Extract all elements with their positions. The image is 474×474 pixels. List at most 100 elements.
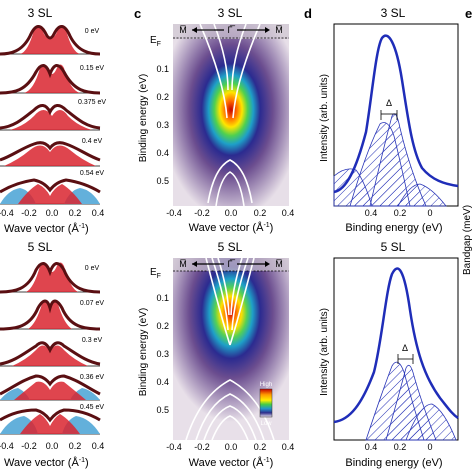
arpes-bottom-title: 5 SL bbox=[218, 240, 243, 254]
panel-letter-c: c bbox=[134, 6, 141, 21]
mdc-bottom-curves bbox=[0, 262, 101, 435]
edc-top-gap-symbol: Δ bbox=[386, 98, 392, 108]
mdc-bottom-xtick-1: -0.2 bbox=[21, 441, 37, 451]
mdc-bottom-energy-3: 0.36 eV bbox=[80, 374, 104, 381]
edc-bottom-gap-marker: Δ bbox=[397, 343, 414, 364]
arpes-bottom-xtick-0: -0.4 bbox=[166, 442, 182, 452]
arpes-bottom-symmetry: M̅ Γ̅ M̅ bbox=[179, 259, 283, 269]
edc-bottom-gap-symbol: Δ bbox=[402, 343, 408, 353]
mdc-bottom-energy-labels: 0 eV 0.07 eV 0.3 eV 0.36 eV 0.45 eV bbox=[80, 265, 104, 411]
mdc-top-energy-1: 0.15 eV bbox=[80, 65, 104, 72]
edc-panel-top: 3 SL Δ Intensity (arb. units) 0.4 0.2 0 … bbox=[319, 6, 459, 234]
mdc-top-xtick-0: -0.4 bbox=[0, 208, 14, 218]
colorbar-high-label: High bbox=[260, 382, 272, 388]
colorbar: High Low bbox=[259, 382, 273, 427]
arpes-bottom-ytick-3: 0.4 bbox=[156, 377, 169, 387]
arpes-bottom-xtick-1: -0.2 bbox=[194, 442, 210, 452]
arpes-top-xtick-2: 0.0 bbox=[225, 208, 238, 218]
mdc-bottom-energy-1: 0.07 eV bbox=[80, 300, 104, 307]
mdc-top-xtick-2: 0.0 bbox=[46, 208, 59, 218]
arpes-bottom-ylabel: Binding energy (eV) bbox=[138, 308, 149, 396]
edc-bottom-title: 5 SL bbox=[381, 240, 406, 254]
arpes-top-xtick-0: -0.4 bbox=[166, 208, 182, 218]
mdc-top-energy-0: 0 eV bbox=[85, 28, 100, 35]
arpes-bottom-yaxis: 0.1 0.2 0.3 0.4 0.5 Binding energy (eV) bbox=[138, 293, 169, 415]
panel-letter-d: d bbox=[304, 6, 312, 21]
arpes-top-ylabel: Binding energy (eV) bbox=[138, 74, 149, 162]
edc-top-xtick-2: 0 bbox=[427, 208, 432, 218]
edc-top-gap-marker: Δ bbox=[380, 98, 398, 120]
arpes-bottom-sym-center: Γ̅ bbox=[228, 259, 236, 269]
arpes-bottom-xtick-4: 0.4 bbox=[282, 442, 295, 452]
mdc-top-energy-2: 0.375 eV bbox=[78, 99, 106, 106]
bandgap-ylabel: Bandgap (meV) bbox=[462, 205, 473, 275]
mdc-top-energy-labels: 0 eV 0.15 eV 0.375 eV 0.4 eV 0.54 eV bbox=[78, 28, 106, 177]
mdc-top-xtick-3: 0.2 bbox=[69, 208, 82, 218]
arpes-top-sym-left: M̅ bbox=[179, 25, 187, 35]
arpes-bottom-sym-right: M̅ bbox=[275, 259, 283, 269]
mdc-top-energy-3: 0.4 eV bbox=[82, 138, 103, 145]
mdc-bottom-energy-0: 0 eV bbox=[85, 265, 100, 272]
mdc-top-xaxis: -0.4 -0.2 0.0 0.2 0.4 Wave vector (Å-1) bbox=[0, 208, 104, 235]
arpes-bottom-sym-left: M̅ bbox=[179, 259, 187, 269]
arpes-top-ytick-3: 0.4 bbox=[156, 148, 169, 158]
arpes-bottom-ytick-0: 0.1 bbox=[156, 293, 169, 303]
mdc-panel-top: 3 SL 0 eV 0.15 eV 0.375 eV 0.4 eV 0.54 e… bbox=[0, 6, 106, 235]
edc-bottom-xlabel: Binding energy (eV) bbox=[345, 457, 442, 469]
mdc-bottom-title: 5 SL bbox=[28, 240, 53, 254]
mdc-bottom-xtick-4: 0.4 bbox=[92, 441, 105, 451]
arpes-top-title: 3 SL bbox=[218, 6, 243, 20]
mdc-top-xtick-4: 0.4 bbox=[92, 208, 105, 218]
mdc-top-energy-4: 0.54 eV bbox=[80, 170, 104, 177]
arpes-bottom-bands bbox=[185, 257, 275, 441]
arpes-top-symmetry: M̅ Γ̅ M̅ bbox=[179, 25, 283, 35]
arpes-top-ytick-1: 0.2 bbox=[156, 92, 169, 102]
edc-panel-bottom: 5 SL Δ Intensity (arb. units) 0.4 0.2 0 … bbox=[319, 240, 459, 469]
arpes-bottom-xtick-3: 0.2 bbox=[254, 442, 267, 452]
arpes-bottom-ytick-2: 0.3 bbox=[156, 349, 169, 359]
edc-bottom-ylabel: Intensity (arb. units) bbox=[319, 308, 330, 396]
arpes-top-yaxis: 0.1 0.2 0.3 0.4 0.5 Binding energy (eV) bbox=[138, 64, 169, 186]
arpes-bottom-xtick-2: 0.0 bbox=[225, 442, 238, 452]
edc-top-ylabel: Intensity (arb. units) bbox=[319, 74, 330, 162]
edc-bottom-xtick-1: 0.2 bbox=[394, 442, 407, 452]
mdc-panel-bottom: 5 SL 0 eV 0.07 eV 0.3 eV 0.36 eV 0.45 eV bbox=[0, 240, 104, 469]
mdc-bottom-xlabel: Wave vector (Å-1) bbox=[4, 456, 89, 469]
edc-bottom-curve bbox=[333, 267, 459, 424]
arpes-top-xaxis: -0.4 -0.2 0.0 0.2 0.4 Wave vector (Å-1) bbox=[166, 208, 294, 234]
mdc-top-curves bbox=[0, 25, 101, 205]
mdc-bottom-xtick-0: -0.4 bbox=[0, 441, 14, 451]
arpes-top-xtick-3: 0.2 bbox=[254, 208, 267, 218]
arpes-top-sym-right: M̅ bbox=[275, 25, 283, 35]
colorbar-scale bbox=[259, 388, 273, 418]
mdc-top-title: 3 SL bbox=[28, 6, 53, 20]
edc-top-title: 3 SL bbox=[381, 6, 406, 20]
arpes-top-ytick-2: 0.3 bbox=[156, 120, 169, 130]
edc-top-xlabel: Binding energy (eV) bbox=[345, 222, 442, 234]
mdc-bottom-xtick-3: 0.2 bbox=[69, 441, 82, 451]
mdc-bottom-energy-4: 0.45 eV bbox=[80, 404, 104, 411]
arpes-top-map bbox=[173, 24, 289, 206]
panel-letter-e: e bbox=[465, 6, 472, 21]
arpes-top-xtick-1: -0.2 bbox=[194, 208, 210, 218]
colorbar-low-label: Low bbox=[260, 421, 272, 427]
arpes-top-sym-center: Γ̅ bbox=[228, 25, 236, 35]
arpes-bottom-xlabel: Wave vector (Å-1) bbox=[189, 456, 274, 469]
edc-top-xtick-1: 0.2 bbox=[394, 208, 407, 218]
mdc-top-xlabel: Wave vector (Å-1) bbox=[4, 222, 89, 235]
arpes-panel-top: 3 SL M̅ Γ̅ M̅ EF 0.1 0.2 0.3 0.4 0.5 Bi bbox=[138, 6, 294, 234]
edc-bottom-xtick-0: 0.4 bbox=[365, 442, 378, 452]
mdc-bottom-xtick-2: 0.0 bbox=[46, 441, 59, 451]
arpes-bottom-ef-label: EF bbox=[150, 267, 161, 280]
mdc-bottom-energy-2: 0.3 eV bbox=[82, 337, 103, 344]
arpes-top-ef-label: EF bbox=[150, 35, 161, 48]
edc-bottom-xtick-2: 0 bbox=[427, 442, 432, 452]
mdc-bottom-xaxis: -0.4 -0.2 0.0 0.2 0.4 Wave vector (Å-1) bbox=[0, 441, 104, 469]
arpes-panel-bottom: 5 SL M̅ Γ̅ M̅ EF 0.1 0.2 0.3 0.4 bbox=[138, 240, 294, 469]
edc-top-curve bbox=[333, 34, 459, 194]
arpes-top-ytick-0: 0.1 bbox=[156, 64, 169, 74]
mdc-top-xtick-1: -0.2 bbox=[21, 208, 37, 218]
edc-top-xtick-0: 0.4 bbox=[365, 208, 378, 218]
arpes-top-xtick-4: 0.4 bbox=[282, 208, 295, 218]
